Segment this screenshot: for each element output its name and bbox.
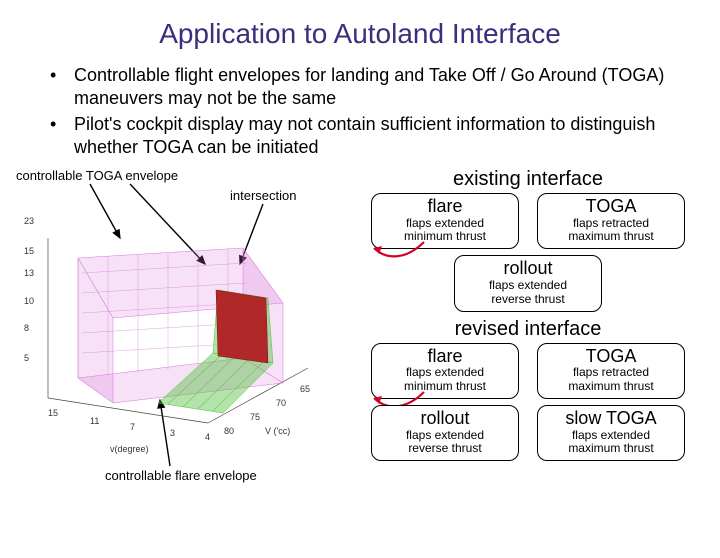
- box-head: TOGA: [546, 196, 676, 217]
- z-tick: 23: [24, 216, 34, 226]
- envelope-3d-plot: [18, 208, 318, 438]
- interface-panel: existing interface flare flaps extended …: [350, 168, 720, 498]
- y-tick: 70: [276, 398, 286, 408]
- axis-label-V: V ('cc): [265, 426, 290, 436]
- bullet-list: • Controllable flight envelopes for land…: [50, 64, 680, 158]
- box-line: flaps retracted: [546, 217, 676, 231]
- existing-flare-box: flare flaps extended minimum thrust: [371, 193, 519, 249]
- existing-row1: flare flaps extended minimum thrust TOGA…: [356, 193, 700, 249]
- z-tick: 10: [24, 296, 34, 306]
- existing-rollout-box: rollout flaps extended reverse thrust: [454, 255, 602, 311]
- box-line: reverse thrust: [463, 293, 593, 307]
- box-head: rollout: [380, 408, 510, 429]
- revised-interface-title: revised interface: [356, 318, 700, 341]
- x-tick: 4: [205, 432, 210, 442]
- existing-rollout-row: rollout flaps extended reverse thrust: [356, 255, 700, 311]
- box-line: reverse thrust: [380, 442, 510, 456]
- revised-toga-box: TOGA flaps retracted maximum thrust: [537, 343, 685, 399]
- box-head: flare: [380, 346, 510, 367]
- x-tick: 15: [48, 408, 58, 418]
- z-tick: 8: [24, 323, 29, 333]
- box-head: slow TOGA: [546, 408, 676, 429]
- revised-row1: flare flaps extended minimum thrust TOGA…: [356, 343, 700, 399]
- box-line: flaps extended: [463, 279, 593, 293]
- bullet-text: Controllable flight envelopes for landin…: [74, 64, 680, 109]
- z-tick: 5: [24, 353, 29, 363]
- revised-slowtoga-box: slow TOGA flaps extended maximum thrust: [537, 405, 685, 461]
- box-head: TOGA: [546, 346, 676, 367]
- bullet-dot: •: [50, 113, 74, 136]
- axis-label-vdeg: v(degree): [110, 444, 149, 454]
- box-line: maximum thrust: [546, 380, 676, 394]
- revised-flare-box: flare flaps extended minimum thrust: [371, 343, 519, 399]
- bullet-text: Pilot's cockpit display may not contain …: [74, 113, 680, 158]
- box-head: flare: [380, 196, 510, 217]
- envelope-plot-panel: controllable TOGA envelope intersection …: [0, 168, 350, 498]
- revised-row2: rollout flaps extended reverse thrust sl…: [356, 405, 700, 461]
- slide-title: Application to Autoland Interface: [0, 18, 720, 50]
- x-tick: 7: [130, 422, 135, 432]
- box-line: flaps extended: [380, 217, 510, 231]
- revised-rollout-box: rollout flaps extended reverse thrust: [371, 405, 519, 461]
- existing-toga-box: TOGA flaps retracted maximum thrust: [537, 193, 685, 249]
- existing-interface-title: existing interface: [356, 168, 700, 191]
- box-line: minimum thrust: [380, 380, 510, 394]
- box-line: flaps extended: [380, 429, 510, 443]
- z-tick: 15: [24, 246, 34, 256]
- y-tick: 80: [224, 426, 234, 436]
- x-tick: 3: [170, 428, 175, 438]
- bullet-dot: •: [50, 64, 74, 87]
- box-line: maximum thrust: [546, 230, 676, 244]
- y-tick: 65: [300, 384, 310, 394]
- x-tick: 11: [90, 416, 99, 426]
- z-tick: 13: [24, 268, 34, 278]
- box-line: flaps retracted: [546, 366, 676, 380]
- box-line: flaps extended: [546, 429, 676, 443]
- box-line: minimum thrust: [380, 230, 510, 244]
- y-tick: 75: [250, 412, 260, 422]
- box-line: flaps extended: [380, 366, 510, 380]
- box-line: maximum thrust: [546, 442, 676, 456]
- box-head: rollout: [463, 258, 593, 279]
